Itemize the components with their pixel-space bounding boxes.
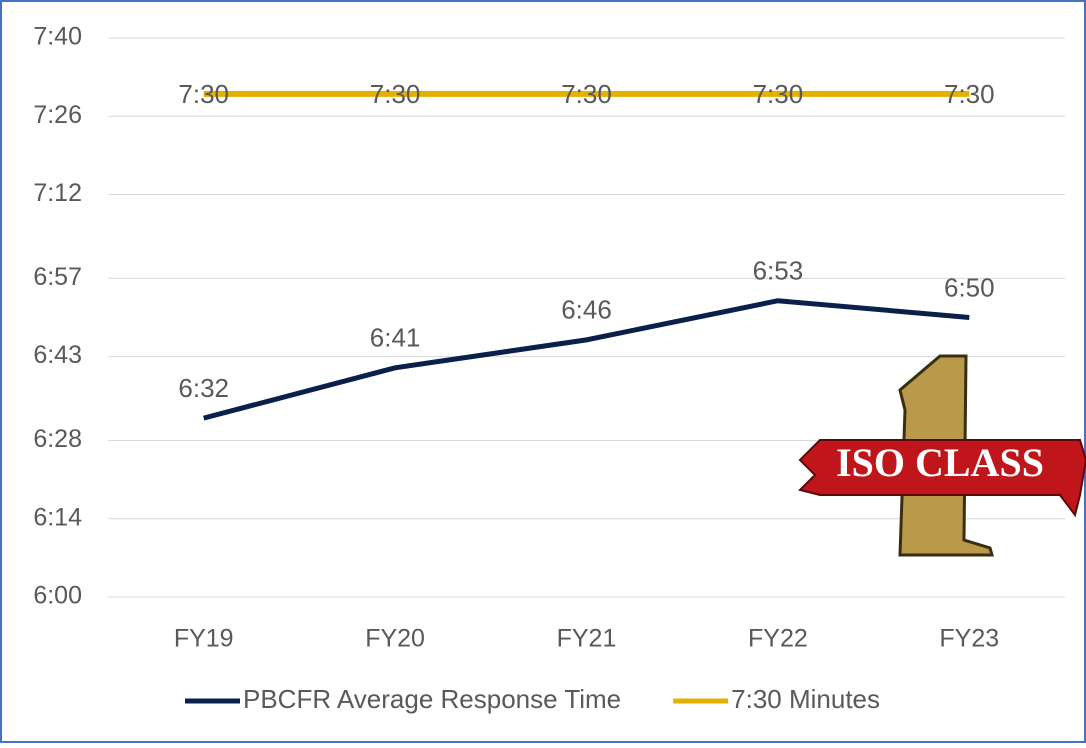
data-label: 7:30 [370, 79, 421, 109]
x-tick-label: FY19 [174, 625, 234, 653]
x-tick-label: FY21 [557, 625, 617, 653]
data-label: 6:46 [561, 295, 612, 325]
data-label: 6:32 [178, 373, 229, 403]
legend-label: PBCFR Average Response Time [243, 684, 621, 714]
y-tick-label: 6:43 [33, 341, 82, 369]
y-tick-label: 6:28 [33, 425, 82, 453]
x-tick-label: FY22 [748, 625, 808, 653]
x-tick-label: FY23 [939, 625, 999, 653]
data-label: 6:50 [944, 272, 995, 302]
x-tick-label: FY20 [365, 625, 425, 653]
line-series [203, 298, 970, 421]
data-label: 6:41 [370, 323, 421, 353]
y-tick-label: 6:57 [33, 263, 82, 291]
y-tick-label: 7:12 [33, 179, 82, 207]
y-tick-label: 6:00 [33, 582, 82, 610]
y-tick-label: 6:14 [33, 503, 82, 531]
data-label: 6:53 [753, 256, 804, 286]
data-label: 7:30 [753, 79, 804, 109]
logo-text: ISO CLASS [836, 440, 1044, 485]
data-label: 7:30 [178, 79, 229, 109]
data-label: 7:30 [561, 79, 612, 109]
logo: 1 ISO CLASS [798, 354, 1086, 557]
logo-ribbon [798, 439, 1086, 518]
y-tick-label: 7:40 [33, 23, 82, 51]
data-label: 7:30 [944, 79, 995, 109]
y-tick-label: 7:26 [33, 101, 82, 129]
legend-label: 7:30 Minutes [731, 684, 880, 714]
